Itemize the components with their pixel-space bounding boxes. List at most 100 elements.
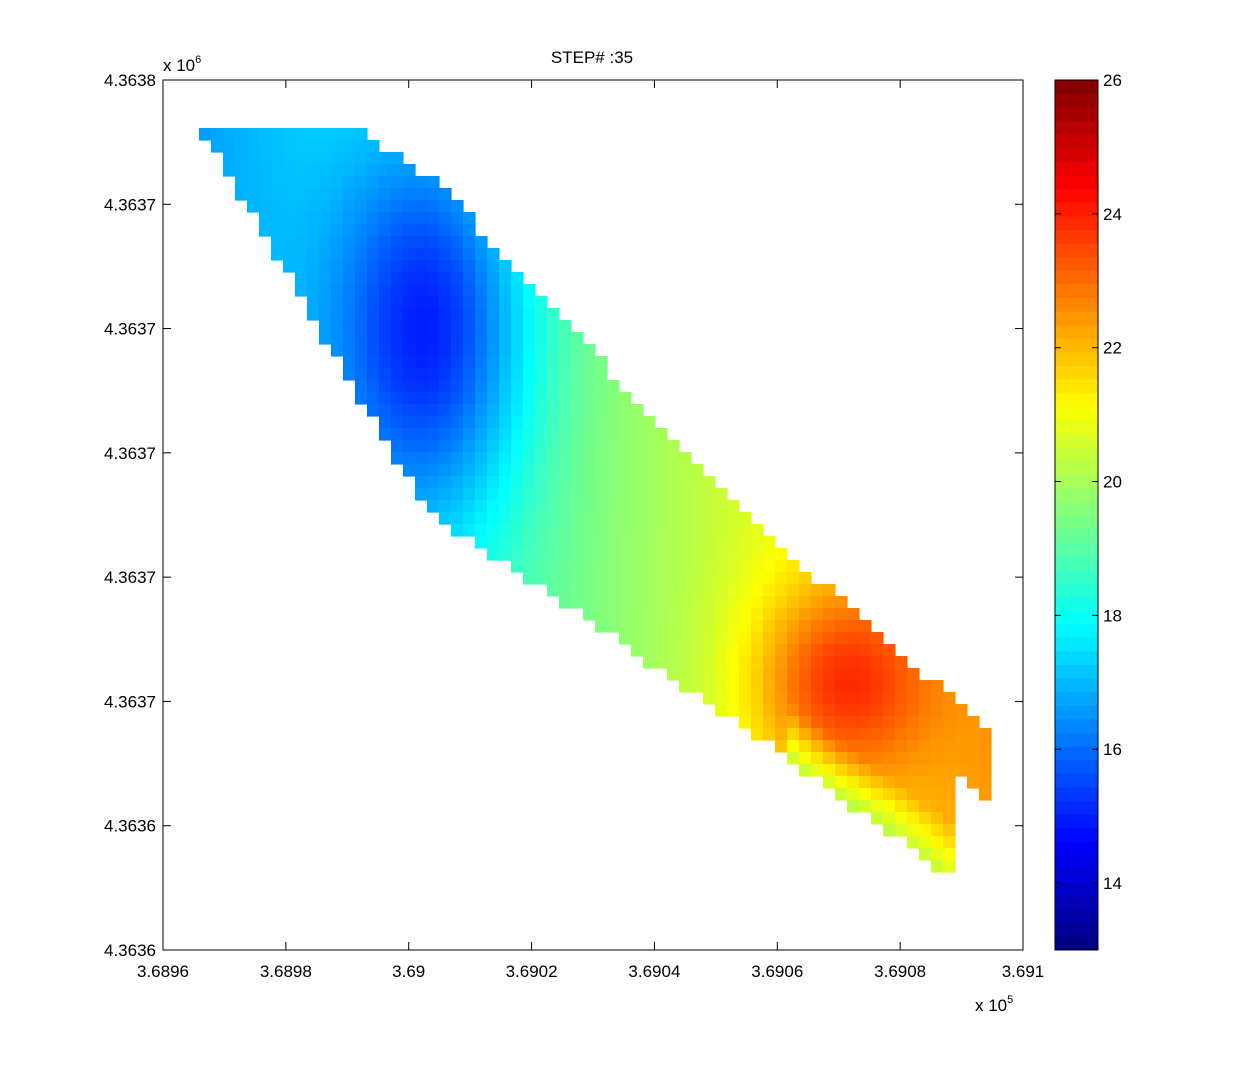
heatmap-cell [355,272,368,285]
heatmap-cell [499,356,512,369]
heatmap-cell [607,488,620,501]
heatmap-cell [775,584,788,597]
heatmap-cell [439,512,452,525]
heatmap-cell [487,548,500,561]
heatmap-cell [367,344,380,357]
heatmap-cell [427,392,440,405]
heatmap-cell [379,200,392,213]
heatmap-cell [823,620,836,633]
heatmap-cell [679,476,692,489]
heatmap-cell [607,416,620,429]
heatmap-cell [787,716,800,729]
heatmap-cell [547,356,560,369]
heatmap-cell [643,560,656,573]
heatmap-cell [847,728,860,741]
heatmap-cell [799,716,812,729]
heatmap-cell [895,740,908,753]
heatmap-cell [823,644,836,657]
heatmap-cell [403,320,416,333]
heatmap-cell [559,536,572,549]
heatmap-cell [427,356,440,369]
heatmap-cell [811,728,824,741]
heatmap-cell [595,512,608,525]
heatmap-cell [391,152,404,165]
heatmap-cell [451,212,464,225]
heatmap-cell [235,176,248,189]
heatmap-cell [571,536,584,549]
heatmap-cell [343,140,356,153]
heatmap-cell [655,632,668,645]
heatmap-cell [943,800,956,813]
colorbar-segment [1055,365,1098,380]
heatmap-cell [835,668,848,681]
heatmap-cell [367,236,380,249]
heatmap-cell [691,500,704,513]
heatmap-cell [571,572,584,585]
heatmap-cell [295,164,308,177]
heatmap-cell [427,212,440,225]
heatmap-cell [499,452,512,465]
heatmap-cell [643,620,656,633]
heatmap-cell [739,524,752,537]
heatmap-cell [511,428,524,441]
heatmap-cell [619,500,632,513]
heatmap-cell [631,500,644,513]
heatmap-cell [631,632,644,645]
heatmap-cell [535,308,548,321]
heatmap-cell [619,608,632,621]
heatmap-cell [931,692,944,705]
colorbar-segment [1055,882,1098,897]
heatmap-cell [643,524,656,537]
heatmap-cell [247,152,260,165]
heatmap-cell [655,524,668,537]
heatmap-cell [475,320,488,333]
heatmap-cell [691,512,704,525]
heatmap-cell [547,320,560,333]
heatmap-cell [619,512,632,525]
heatmap-cell [751,692,764,705]
colorbar-segment [1055,256,1098,271]
heatmap-cell [931,788,944,801]
heatmap-cell [847,644,860,657]
heatmap-cell [439,224,452,237]
heatmap-cell [487,332,500,345]
heatmap-cell [631,404,644,417]
heatmap-cell [943,776,956,789]
heatmap-cell [307,152,320,165]
heatmap-cell [583,524,596,537]
heatmap-cell [847,740,860,753]
heatmap-cell [535,560,548,573]
heatmap-cell [895,656,908,669]
heatmap-cell [295,140,308,153]
heatmap-cell [799,764,812,777]
heatmap-cell [631,476,644,489]
heatmap-cell [367,380,380,393]
heatmap-cell [283,176,296,189]
heatmap-cell [343,308,356,321]
heatmap-cell [847,692,860,705]
heatmap-cell [535,416,548,429]
heatmap-cell [475,308,488,321]
heatmap-cell [679,548,692,561]
heatmap-cell [667,596,680,609]
heatmap-cell [367,140,380,153]
heatmap-cell [751,656,764,669]
heatmap-cell [607,560,620,573]
heatmap-cell [919,848,932,861]
heatmap-cell [811,716,824,729]
heatmap-cell [355,224,368,237]
heatmap-cell [979,740,992,753]
heatmap-cell [715,584,728,597]
heatmap-cell [343,224,356,237]
heatmap-cell [343,332,356,345]
heatmap-cell [895,728,908,741]
heatmap-cell [295,284,308,297]
heatmap-cell [523,512,536,525]
heatmap-cell [379,332,392,345]
heatmap-cell [967,716,980,729]
heatmap-cell [343,284,356,297]
heatmap-cell [619,560,632,573]
heatmap-cell [391,332,404,345]
heatmap-cell [451,332,464,345]
y-exponent-base: x 10 [163,56,195,75]
